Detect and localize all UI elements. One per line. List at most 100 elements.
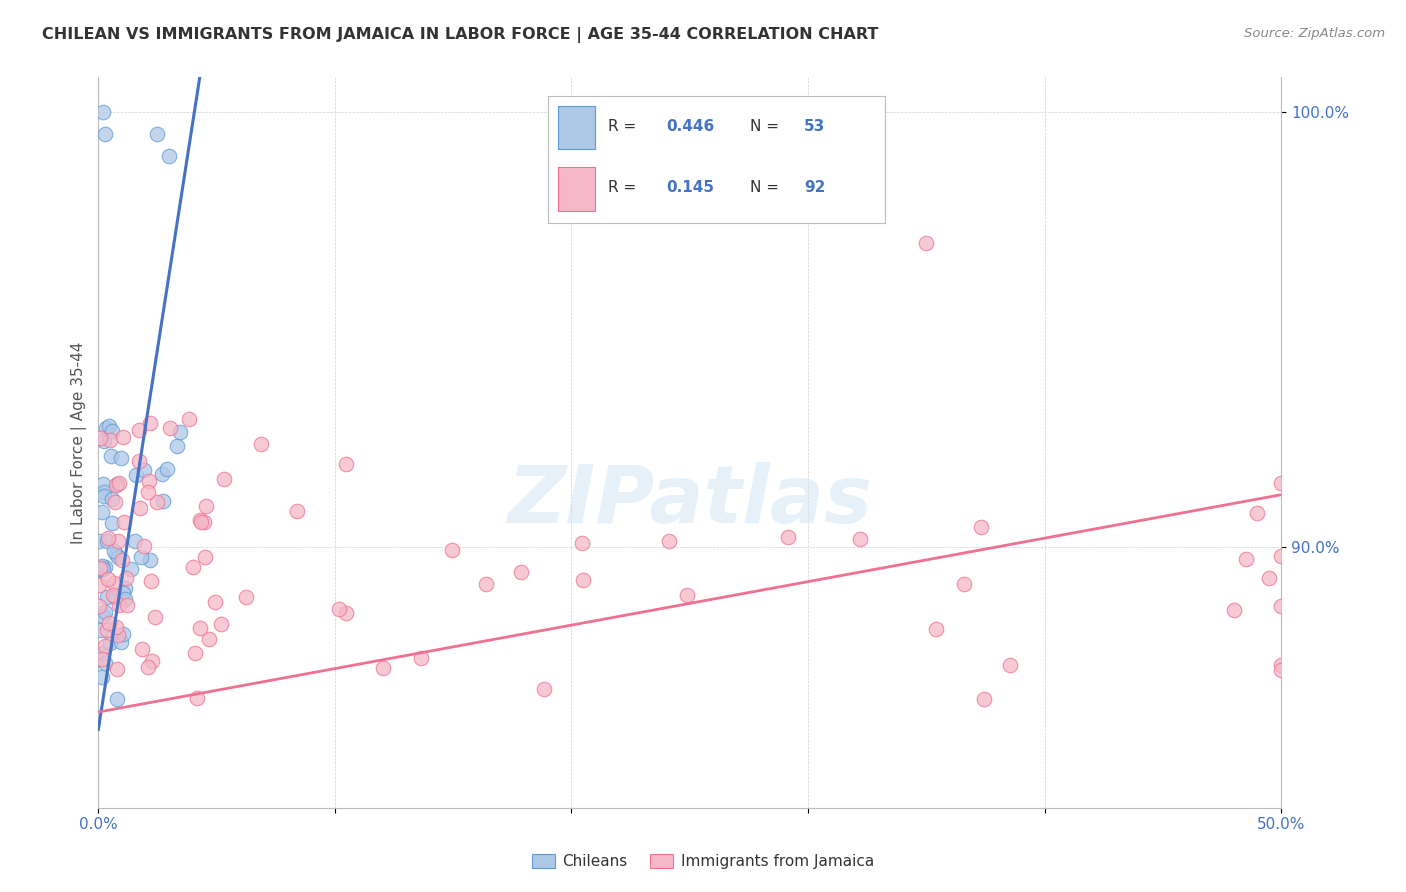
Point [157,149,180,163]
Point [132,540,155,554]
Point [139,417,162,431]
Point [93,485,115,500]
Point [335,606,357,620]
Point [183,646,205,660]
Point [90,651,112,665]
Point [87,563,110,577]
Point [145,495,167,509]
Point [104,547,127,561]
Point [441,543,464,558]
Point [105,476,128,491]
Point [87,533,110,548]
Point [778,530,800,544]
Point [1270,663,1292,677]
Point [94,657,117,671]
Point [97,418,120,433]
Point [533,682,555,697]
Point [128,424,150,438]
Point [139,553,162,567]
Point [571,536,593,550]
Point [104,478,127,492]
Point [98,636,121,650]
Point [89,431,111,445]
Point [96,533,118,548]
Point [849,532,872,546]
Point [970,520,993,534]
Point [91,559,114,574]
Point [129,500,152,515]
Y-axis label: In Labor Force | Age 35-44: In Labor Force | Age 35-44 [72,342,87,544]
Point [209,617,232,632]
Point [114,591,136,606]
Point [953,577,976,591]
Point [101,516,124,530]
Point [235,590,257,604]
Point [1270,657,1292,672]
Point [98,616,121,631]
Point [658,533,681,548]
Point [131,642,153,657]
Point [107,534,129,549]
Point [285,504,308,518]
Point [510,565,533,579]
Point [87,578,110,592]
Point [1246,507,1268,521]
Point [998,657,1021,672]
Text: ZIPatlas: ZIPatlas [508,462,872,540]
Point [120,562,142,576]
Point [1270,549,1292,563]
Point [188,513,211,527]
Point [190,515,212,529]
Point [100,449,122,463]
Point [128,454,150,468]
Point [107,549,129,564]
Point [136,484,159,499]
Point [571,574,593,588]
Point [105,692,128,706]
Point [186,690,208,705]
Point [89,561,111,575]
Point [94,127,117,141]
Point [115,570,138,584]
Point [124,534,146,549]
Point [93,477,115,491]
Point [91,609,114,624]
Point [112,585,135,599]
Point [107,628,129,642]
Point [101,424,124,438]
Point [94,560,117,574]
Point [475,577,498,591]
Point [111,552,134,566]
Point [98,433,121,447]
Point [166,439,188,453]
Point [115,598,138,612]
Point [94,639,117,653]
Text: CHILEAN VS IMMIGRANTS FROM JAMAICA IN LABOR FORCE | AGE 35-44 CORRELATION CHART: CHILEAN VS IMMIGRANTS FROM JAMAICA IN LA… [42,27,879,43]
Point [193,516,215,530]
Point [409,651,432,665]
Point [107,476,129,491]
Point [156,461,179,475]
Point [90,670,112,684]
Point [152,494,174,508]
Point [110,450,132,465]
Point [1258,571,1281,585]
Point [97,531,120,545]
Point [146,127,169,141]
Point [112,627,135,641]
Point [143,609,166,624]
Point [198,632,221,646]
Point [104,590,127,604]
Point [188,621,211,635]
Point [204,595,226,609]
Point [183,559,205,574]
Point [96,623,118,637]
Point [103,543,125,558]
Point [101,588,124,602]
Point [676,588,699,602]
Point [94,421,117,435]
Point [194,549,217,564]
Point [91,105,114,120]
Point [94,605,117,619]
Point [1234,552,1257,566]
